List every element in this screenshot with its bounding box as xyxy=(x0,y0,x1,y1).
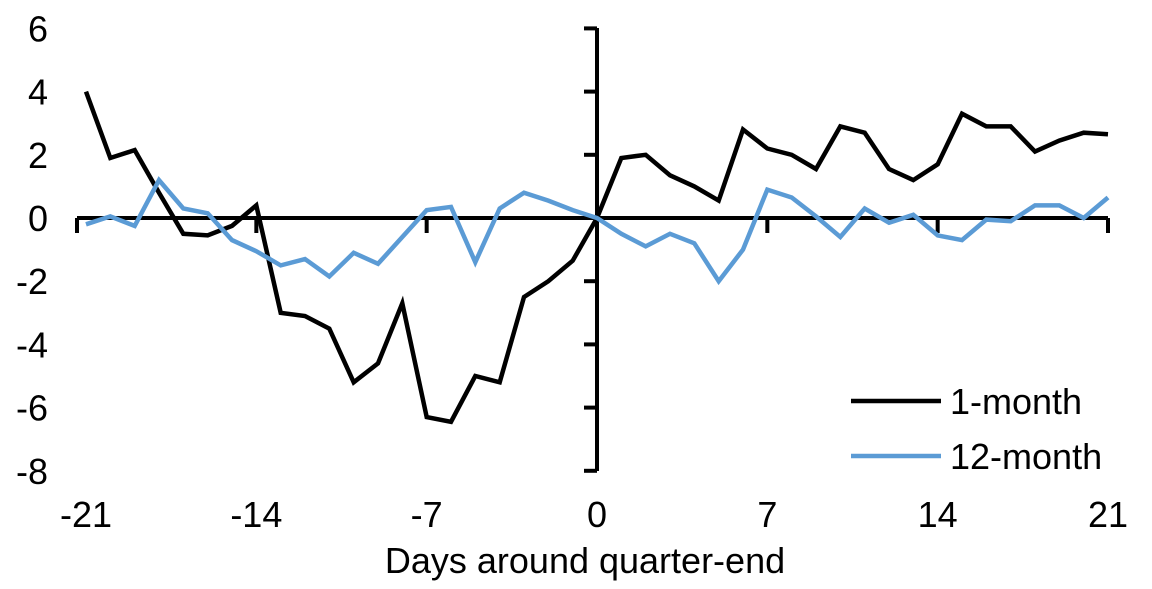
y-tick-label-0: 0 xyxy=(28,198,48,239)
legend: 1-month 12-month xyxy=(851,381,1102,477)
series-lines xyxy=(83,90,1110,425)
x-tick-label-14: 14 xyxy=(918,494,958,535)
y-tick-label--4: -4 xyxy=(16,324,48,365)
series-line-12-month xyxy=(85,176,1110,286)
legend-item-1-month: 1-month xyxy=(851,381,1082,422)
y-tick-label--6: -6 xyxy=(16,388,48,429)
legend-label-1-month: 1-month xyxy=(950,381,1082,422)
x-tick-label-7: 7 xyxy=(757,494,777,535)
legend-label-12-month: 12-month xyxy=(950,436,1102,477)
tick-labels: 6 4 2 0 -2 -4 -6 -8 -21 -14 -7 0 7 14 21 xyxy=(16,8,1128,535)
y-tick-label-2: 2 xyxy=(28,135,48,176)
x-tick-label--21: -21 xyxy=(60,494,112,535)
y-tick-label--2: -2 xyxy=(16,261,48,302)
x-tick-label-0: 0 xyxy=(587,494,607,535)
y-tick-label-4: 4 xyxy=(28,72,48,113)
x-tick-label--14: -14 xyxy=(230,494,282,535)
legend-item-12-month: 12-month xyxy=(851,436,1102,477)
x-tick-label-21: 21 xyxy=(1088,494,1128,535)
y-tick-label--8: -8 xyxy=(16,451,48,492)
x-tick-label--7: -7 xyxy=(411,494,443,535)
x-axis-title: Days around quarter-end xyxy=(385,540,785,581)
y-tick-label-6: 6 xyxy=(28,8,48,49)
